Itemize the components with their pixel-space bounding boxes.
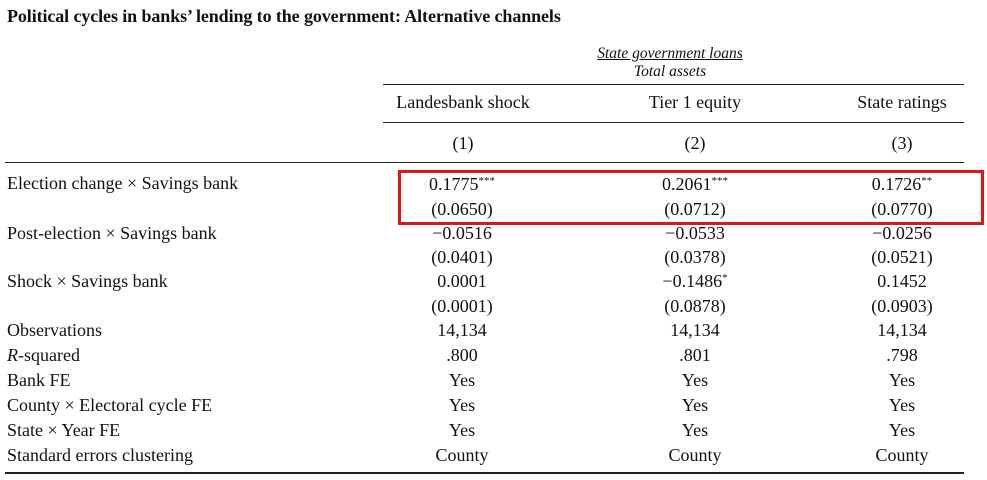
row-label-county-fe: County × Electoral cycle FE (7, 395, 213, 415)
row-label-rsquared: R-squared (7, 345, 80, 365)
bank-fe-col2: Yes (681, 370, 709, 390)
se-shock-col1: (0.0001) (431, 296, 493, 316)
clustering-col1: County (435, 445, 489, 465)
coef-post-col1: −0.0516 (432, 223, 492, 243)
row-label-shock: Shock × Savings bank (7, 271, 168, 291)
observations-col2: 14,134 (670, 320, 720, 340)
state-fe-col2: Yes (681, 420, 709, 440)
se-election-col3: (0.0770) (871, 199, 933, 219)
se-shock-col3: (0.0903) (871, 296, 933, 316)
column-header-1: Landesbank shock (396, 92, 530, 112)
rsquared-col2: .801 (679, 345, 711, 365)
se-post-col2: (0.0378) (664, 247, 726, 267)
dependent-variable-numerator: State government loans (597, 45, 743, 62)
observations-col1: 14,134 (437, 320, 487, 340)
column-header-3: State ratings (857, 92, 947, 112)
row-label-bank-fe: Bank FE (7, 370, 71, 390)
observations-col3: 14,134 (877, 320, 927, 340)
clustering-col2: County (668, 445, 722, 465)
column-number-1: (1) (452, 133, 474, 153)
row-label-election-change: Election change × Savings bank (7, 173, 239, 193)
coef-shock-col2: −0.1486* (662, 271, 728, 291)
state-fe-col3: Yes (888, 420, 916, 440)
county-fe-col3: Yes (888, 395, 916, 415)
bank-fe-col3: Yes (888, 370, 916, 390)
row-label-post-election: Post-election × Savings bank (7, 223, 217, 243)
column-header-2: Tier 1 equity (648, 92, 742, 112)
rsquared-col1: .800 (446, 345, 478, 365)
header-rule-mid (383, 122, 964, 123)
coef-election-col1: 0.1775*** (429, 174, 495, 194)
bank-fe-col1: Yes (448, 370, 476, 390)
state-fe-col1: Yes (448, 420, 476, 440)
county-fe-col1: Yes (448, 395, 476, 415)
se-shock-col2: (0.0878) (664, 296, 726, 316)
clustering-col3: County (875, 445, 929, 465)
row-label-state-fe: State × Year FE (7, 420, 121, 440)
rsquared-col3: .798 (886, 345, 918, 365)
coef-shock-col3: 0.1452 (877, 271, 927, 291)
coef-shock-col1: 0.0001 (437, 271, 487, 291)
county-fe-col2: Yes (681, 395, 709, 415)
body-rule-top (5, 162, 964, 163)
body-rule-bottom (5, 472, 964, 474)
header-rule-top (383, 84, 964, 85)
column-number-3: (3) (891, 133, 913, 153)
row-label-clustering: Standard errors clustering (7, 445, 193, 465)
coef-election-col3: 0.1726** (871, 174, 933, 194)
coef-post-col2: −0.0533 (665, 223, 725, 243)
se-post-col1: (0.0401) (431, 247, 493, 267)
coef-election-col2: 0.2061*** (662, 174, 728, 194)
table-title: Political cycles in banks’ lending to th… (7, 6, 561, 26)
row-label-observations: Observations (7, 320, 102, 340)
dependent-variable-denominator: Total assets (633, 63, 707, 80)
column-number-2: (2) (684, 133, 706, 153)
se-election-col2: (0.0712) (664, 199, 726, 219)
se-election-col1: (0.0650) (431, 199, 493, 219)
highlight-box (398, 170, 984, 225)
coef-post-col3: −0.0256 (872, 223, 932, 243)
se-post-col3: (0.0521) (871, 247, 933, 267)
